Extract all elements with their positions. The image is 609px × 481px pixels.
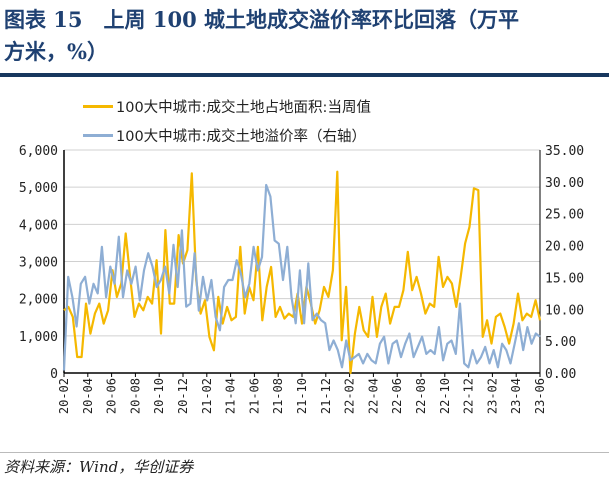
chart-title-line1: 图表 15 上周 100 城土地成交溢价率环比回落（万平 <box>4 7 519 32</box>
source-note: 资料来源：Wind，华创证券 <box>4 458 194 476</box>
y-right-tick-label: 0.00 <box>545 367 576 382</box>
chart-title-line2: 方米，%） <box>4 39 108 64</box>
y-right-tick-label: 20.00 <box>545 240 584 255</box>
y-right-tick-label: 15.00 <box>545 271 584 286</box>
x-tick-label: 22-04 <box>366 378 380 414</box>
y-right-tick-label: 10.00 <box>545 303 584 318</box>
legend-swatch-premium <box>83 134 113 137</box>
source-divider <box>0 452 609 453</box>
y-right-tick-label: 30.00 <box>545 176 584 191</box>
x-tick-label: 20-12 <box>176 378 190 414</box>
x-tick-label: 21-10 <box>295 378 309 414</box>
x-tick-label: 21-12 <box>319 378 333 414</box>
series-line-land-area <box>63 170 542 375</box>
y-left-tick-label: 0 <box>50 367 58 382</box>
legend-label-premium: 100大中城市:成交土地溢价率（右轴） <box>116 129 367 145</box>
x-tick-label: 21-04 <box>224 378 238 414</box>
x-tick-label: 20-08 <box>128 378 142 414</box>
title-divider <box>0 73 609 77</box>
y-right-tick-label: 25.00 <box>545 208 584 223</box>
y-left-tick-label: 4,000 <box>19 218 58 233</box>
x-tick-label: 22-02 <box>343 378 357 414</box>
legend-item-premium: 100大中城市:成交土地溢价率（右轴） <box>83 125 366 146</box>
y-left-tick-label: 2,000 <box>19 293 58 308</box>
y-right-tick-label: 35.00 <box>545 144 584 159</box>
x-tick-label: 21-06 <box>247 378 261 414</box>
x-tick-label: 23-04 <box>509 378 523 414</box>
legend-item-area: 100大中城市:成交土地占地面积:当周值 <box>83 96 371 117</box>
series-line-premium-rate <box>62 183 541 371</box>
x-tick-label: 20-04 <box>81 378 95 414</box>
x-tick-label: 22-08 <box>414 378 428 414</box>
y-left-tick-label: 1,000 <box>19 330 58 345</box>
y-left-tick-label: 3,000 <box>19 256 58 271</box>
x-tick-label: 20-10 <box>152 378 166 414</box>
x-tick-label: 21-08 <box>271 378 285 414</box>
x-tick-label: 22-06 <box>390 378 404 414</box>
x-tick-label: 21-02 <box>200 378 214 414</box>
x-tick-label: 20-02 <box>57 378 71 414</box>
legend-label-area: 100大中城市:成交土地占地面积:当周值 <box>116 100 371 116</box>
y-left-tick-label: 5,000 <box>19 181 58 196</box>
x-tick-label: 23-02 <box>485 378 499 414</box>
chart-plot: 0 1,000 2,000 3,000 4,000 5,000 6,000 0.00 5.00 1… <box>19 144 584 414</box>
x-tick-label: 22-10 <box>438 378 452 414</box>
legend-swatch-area <box>83 105 113 108</box>
x-tick-label: 23-06 <box>533 378 547 414</box>
x-tick-label: 20-06 <box>105 378 119 414</box>
y-right-tick-label: 5.00 <box>545 335 576 350</box>
y-left-tick-label: 6,000 <box>19 144 58 159</box>
x-tick-label: 22-12 <box>462 378 476 414</box>
